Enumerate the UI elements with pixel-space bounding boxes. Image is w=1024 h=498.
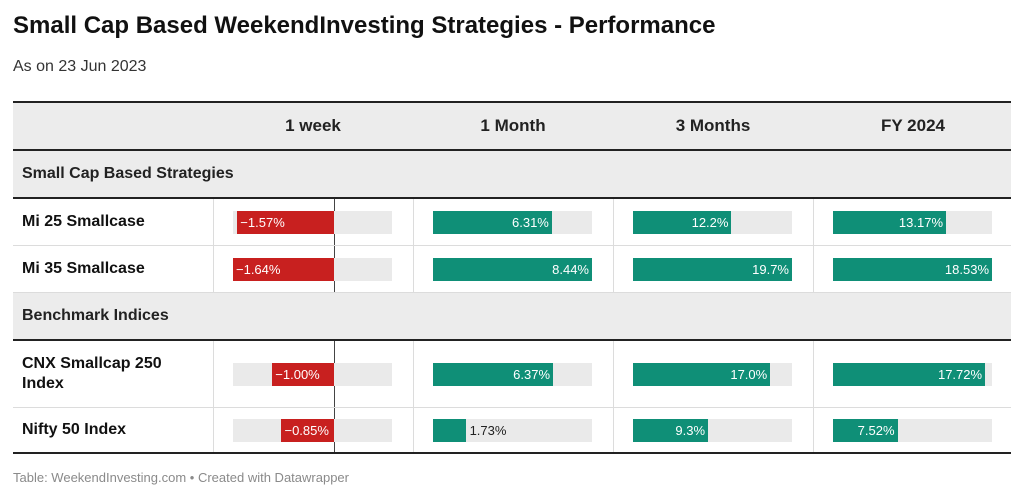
group-header-row: Small Cap Based Strategies: [13, 151, 1011, 199]
value-label: 12.2%: [691, 215, 729, 230]
value-label: 6.37%: [513, 367, 551, 382]
bar-track: 18.53%: [833, 258, 992, 281]
column-divider: [813, 341, 814, 407]
chart-title: Small Cap Based WeekendInvesting Strateg…: [13, 12, 716, 39]
column-divider: [813, 199, 814, 245]
column-divider: [613, 246, 614, 292]
column-divider: [413, 408, 414, 452]
value-label: −1.00%: [275, 367, 320, 382]
value-label: −0.85%: [284, 423, 329, 438]
value-label: 9.3%: [675, 423, 706, 438]
table-row: −0.85% 1.73% 9.3% 7.52% Nifty 50 Index: [13, 408, 1011, 454]
column-divider: [213, 408, 214, 452]
data-bar: [833, 211, 946, 234]
bar-track: 13.17%: [833, 211, 992, 234]
column-divider: [613, 408, 614, 452]
column-divider: [413, 341, 414, 407]
data-bar: [833, 363, 986, 386]
value-label: 17.0%: [730, 367, 768, 382]
column-divider: [213, 246, 214, 292]
data-bar: [433, 211, 552, 234]
column-divider: [613, 199, 614, 245]
value-label: −1.64%: [236, 262, 281, 277]
value-label: 8.44%: [552, 262, 589, 277]
data-bar: [633, 363, 771, 386]
column-divider: [813, 246, 814, 292]
data-bar: [272, 363, 334, 386]
column-divider: [413, 246, 414, 292]
row-label: CNX Smallcap 250 Index: [22, 355, 162, 392]
bar-track: −0.85%: [233, 419, 392, 442]
data-bar: [237, 211, 334, 234]
bar-track: 6.31%: [433, 211, 592, 234]
source-footer: Table: WeekendInvesting.com • Created wi…: [13, 470, 349, 485]
value-label: 19.7%: [752, 262, 789, 277]
value-label: 7.52%: [857, 423, 895, 438]
value-label: 17.72%: [937, 367, 983, 382]
data-bar: [833, 258, 992, 281]
row-label: Mi 25 Smallcase: [22, 213, 145, 230]
data-bar: [281, 419, 334, 442]
column-divider: [213, 341, 214, 407]
value-label: 1.73%: [469, 423, 507, 438]
bar-track: 19.7%: [633, 258, 792, 281]
data-bar: [433, 419, 466, 442]
header-row: 1 week 1 Month 3 Months FY 2024: [13, 101, 1011, 151]
column-divider: [613, 341, 614, 407]
column-header: 1 week: [285, 116, 341, 135]
bar-track: 8.44%: [433, 258, 592, 281]
value-label: 13.17%: [898, 215, 944, 230]
data-bar: [633, 258, 792, 281]
value-label: 6.31%: [512, 215, 549, 230]
data-bar: [433, 363, 553, 386]
table-row: −1.00% 6.37% 17.0% 17.72% CNX Smallcap 250 I…: [13, 341, 1011, 408]
chart-subtitle: As on 23 Jun 2023: [13, 58, 147, 75]
bar-track: 7.52%: [833, 419, 992, 442]
column-header: 3 Months: [675, 116, 751, 135]
row-label: Nifty 50 Index: [22, 421, 127, 438]
column-divider: [213, 199, 214, 245]
table-row: −1.57% 6.31% 12.2% 13.17% Mi 25 Smallcase: [13, 199, 1011, 246]
data-bar: [633, 419, 709, 442]
bar-track: 17.0%: [633, 363, 792, 386]
table-row: −1.64% 8.44% 19.7% 18.53% Mi 35 Smallcase: [13, 246, 1011, 293]
data-bar: [433, 258, 592, 281]
bar-track: 9.3%: [633, 419, 792, 442]
group-label: Small Cap Based Strategies: [22, 165, 234, 182]
value-label: 18.53%: [944, 262, 989, 277]
column-divider: [813, 408, 814, 452]
column-header: 1 Month: [480, 116, 546, 135]
group-label: Benchmark Indices: [22, 307, 169, 324]
row-label: Mi 35 Smallcase: [22, 260, 145, 277]
data-bar: [633, 211, 732, 234]
bar-track: 12.2%: [633, 211, 792, 234]
performance-table: 1 week 1 Month 3 Months FY 2024 Small Cap B…: [13, 101, 1011, 454]
bar-track: 1.73%: [433, 419, 592, 442]
data-bar: [233, 258, 334, 281]
bar-track: −1.57%: [233, 211, 392, 234]
bar-track: 17.72%: [833, 363, 992, 386]
bar-track: 6.37%: [433, 363, 592, 386]
group-header-row: Benchmark Indices: [13, 293, 1011, 341]
bar-track: −1.64%: [233, 258, 392, 281]
bar-track: −1.00%: [233, 363, 392, 386]
data-bar: [833, 419, 898, 442]
column-header: FY 2024: [881, 116, 945, 135]
value-label: −1.57%: [240, 215, 285, 230]
column-divider: [413, 199, 414, 245]
